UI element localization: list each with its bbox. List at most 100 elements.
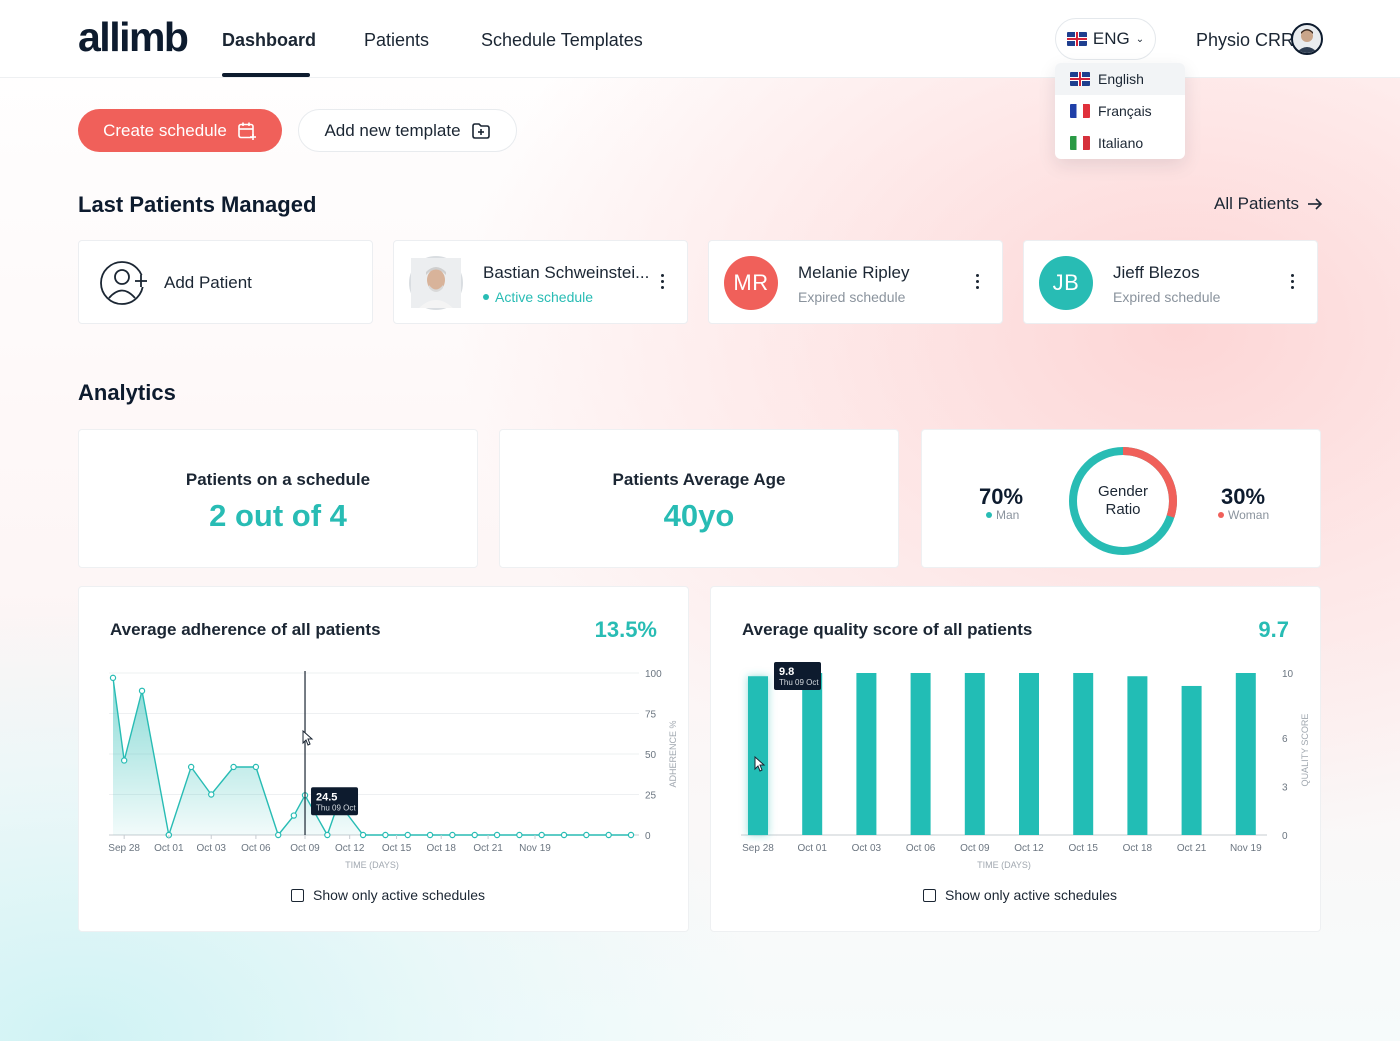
toggle-label: Show only active schedules [313, 887, 485, 903]
nav-schedule-templates[interactable]: Schedule Templates [481, 30, 643, 50]
tooltip-value: 9.8 [779, 666, 794, 678]
y-tick-label: 100 [645, 669, 662, 680]
uk-flag-icon [1066, 32, 1087, 46]
active-schedules-toggle[interactable]: Show only active schedules [291, 887, 485, 903]
stat-label: Patients Average Age [612, 470, 786, 489]
patient-card[interactable]: Bastian Schweinstei... Active schedule [393, 240, 688, 324]
data-point [109, 674, 117, 682]
data-point [404, 831, 411, 839]
adherence-line [112, 677, 631, 837]
data-point [138, 687, 146, 695]
language-selector[interactable]: ENG ⌄ [1055, 18, 1156, 60]
bar [1019, 673, 1039, 835]
y-tick-label: 3 [1282, 782, 1288, 793]
nav-dashboard[interactable]: Dashboard [222, 30, 317, 50]
avatar: JB [1039, 256, 1093, 310]
create-schedule-button[interactable]: Create schedule [78, 109, 282, 152]
man-percent: 70% [978, 484, 1024, 509]
patient-status: Expired schedule [1113, 289, 1220, 305]
patient-card[interactable]: JB Jieff Blezos Expired schedule [1023, 240, 1318, 324]
x-tick-label: Nov 19 [519, 843, 551, 854]
donut-center-line2: Ratio [1105, 501, 1140, 518]
all-patients-link[interactable]: All Patients [1214, 194, 1323, 214]
nav-patients[interactable]: Patients [364, 30, 430, 50]
stat-card-gender-ratio: 70% Man Gender Ratio 30% Woman [921, 429, 1321, 568]
gender-donut: Gender Ratio [1069, 447, 1177, 555]
y-axis-label: ADHERENCE % [668, 720, 678, 787]
chart-headline: 13.5% [594, 617, 657, 642]
add-patient-card[interactable]: Add Patient [78, 240, 373, 324]
quality-chart-card: Average quality score of all patients 9.… [710, 586, 1321, 932]
tooltip-date: Thu 09 Oct [316, 803, 356, 812]
y-tick-label: 6 [1282, 734, 1288, 745]
data-point [208, 791, 215, 798]
data-point [605, 831, 612, 839]
data-point [583, 831, 590, 839]
bar [802, 673, 823, 835]
arrow-right-icon [1308, 198, 1323, 210]
checkbox[interactable] [291, 888, 304, 902]
active-schedules-toggle[interactable]: Show only active schedules [923, 887, 1117, 903]
calendar-add-icon [238, 122, 256, 140]
bar [1235, 673, 1256, 835]
man-dot-icon [986, 512, 992, 518]
chevron-down-icon: ⌄ [1135, 33, 1145, 45]
chart-title: Average adherence of all patients [110, 620, 381, 639]
analytics-section-title: Analytics [78, 380, 176, 405]
checkbox[interactable] [923, 888, 936, 902]
y-tick-label: 10 [1282, 669, 1294, 680]
x-tick-label: Oct 01 [154, 843, 184, 854]
more-options-icon[interactable] [661, 274, 665, 289]
stat-card-average-age: Patients Average Age 40yo [499, 429, 899, 568]
woman-legend: Woman [1218, 508, 1269, 522]
x-tick-label: Oct 03 [197, 843, 227, 854]
quality-chart: 0 3 6 10 Sep 28 Oct 01 Oct 03 Oct 06 Oct 09 Oct 1… [741, 662, 1310, 870]
tooltip-date: Thu 09 Oct [779, 678, 819, 687]
uk-flag-icon [1070, 72, 1090, 86]
language-option-italiano[interactable]: Italiano [1055, 127, 1185, 159]
add-template-button[interactable]: Add new template [298, 109, 517, 152]
chart-headline: 9.7 [1258, 617, 1289, 642]
cursor-icon [754, 755, 766, 772]
user-name[interactable]: Physio CRR [1196, 30, 1295, 50]
x-tick-label: Oct 03 [852, 843, 882, 854]
x-axis-label: TIME (DAYS) [345, 860, 399, 870]
folder-add-icon [471, 122, 490, 139]
language-option-english[interactable]: English [1055, 63, 1185, 95]
user-avatar[interactable] [1291, 23, 1323, 55]
donut-center-line1: Gender [1098, 483, 1148, 500]
woman-dot-icon [1218, 512, 1224, 518]
patient-card[interactable]: MR Melanie Ripley Expired schedule [708, 240, 1003, 324]
data-point [187, 763, 195, 771]
patient-status-label: Expired schedule [798, 289, 906, 305]
more-options-icon[interactable] [976, 274, 980, 289]
x-tick-label: Oct 09 [290, 843, 320, 854]
bar [1073, 673, 1094, 835]
active-dot-icon [483, 294, 489, 300]
logo[interactable]: allimb [78, 14, 189, 60]
language-option-francais[interactable]: Français [1055, 95, 1185, 127]
data-point [252, 763, 260, 771]
x-tick-label: Oct 21 [1177, 843, 1207, 854]
patient-name: Jieff Blezos [1113, 263, 1200, 282]
fr-flag-icon [1070, 104, 1090, 118]
toggle-label: Show only active schedules [945, 887, 1117, 903]
it-flag-icon [1070, 136, 1090, 150]
add-patient-label: Add Patient [164, 273, 252, 292]
man-legend-label: Man [996, 508, 1020, 522]
language-current: ENG [1092, 29, 1130, 48]
stat-value: 40yo [663, 498, 735, 533]
data-point [493, 831, 501, 839]
more-options-icon[interactable] [1291, 274, 1295, 289]
add-user-icon [100, 261, 147, 305]
chart-title: Average quality score of all patients [742, 620, 1033, 639]
y-tick-label: 0 [645, 831, 651, 842]
data-point [120, 757, 128, 764]
x-axis-label: TIME (DAYS) [977, 860, 1031, 870]
adherence-chart: 0 25 50 75 100 Sep 28 Oct 01 Oct 03 Oct 06 Oct 09… [108, 669, 678, 870]
x-tick-label: Oct 21 [473, 843, 503, 854]
all-patients-label: All Patients [1214, 194, 1300, 213]
language-option-label: Italiano [1098, 135, 1144, 151]
patient-name: Melanie Ripley [798, 263, 910, 282]
